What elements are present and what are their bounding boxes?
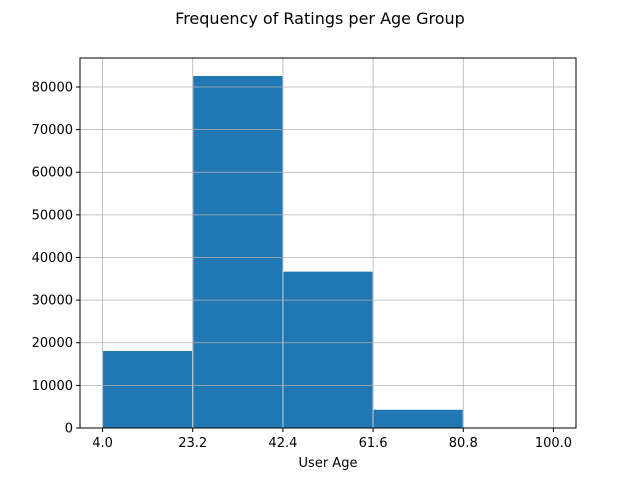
- y-axis-ticks: 0 10000 20000 30000 40000 50000 60000 70000 8000…: [32, 80, 80, 437]
- y-tick-label: 50000: [32, 208, 73, 223]
- histogram-bar: [282, 270, 374, 429]
- x-tick-label: 80.8: [449, 436, 478, 451]
- y-tick-label: 60000: [32, 166, 73, 181]
- x-axis-ticks: 4.0 23.2 42.4 61.6 80.8 100.0: [92, 428, 572, 451]
- x-tick-label: 100.0: [535, 436, 572, 451]
- y-tick-label: 80000: [32, 80, 73, 95]
- chart-title: Frequency of Ratings per Age Group: [175, 9, 465, 28]
- x-tick-label: 4.0: [92, 436, 113, 451]
- histogram-bar: [192, 74, 284, 429]
- x-tick-label: 42.4: [268, 436, 297, 451]
- histogram-bar: [102, 349, 194, 429]
- y-tick-label: 40000: [32, 251, 73, 266]
- plot-frame: [79, 57, 577, 429]
- y-tick-label: 20000: [32, 336, 73, 351]
- x-tick-label: 61.6: [359, 436, 388, 451]
- y-tick-label: 30000: [32, 294, 73, 309]
- y-tick-label: 10000: [32, 379, 73, 394]
- grid-lines: [80, 58, 576, 429]
- y-tick-label: 0: [65, 422, 73, 437]
- histogram-bar: [372, 408, 464, 429]
- x-tick-label: 23.2: [178, 436, 207, 451]
- y-tick-label: 70000: [32, 123, 73, 138]
- x-axis-label: User Age: [299, 456, 358, 471]
- bars: [102, 74, 554, 429]
